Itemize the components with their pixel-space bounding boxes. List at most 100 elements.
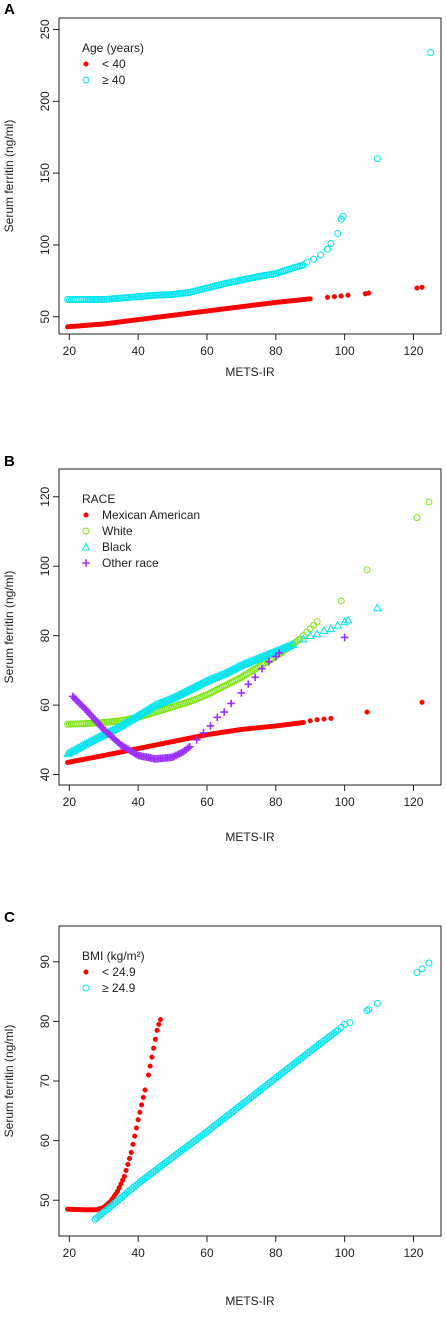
data-point [237,689,246,697]
panel-letter: C [4,909,15,926]
data-point [321,716,327,722]
legend-label: Black [102,540,132,554]
legend-marker [82,559,90,567]
y-axis-label: Serum ferritin (ng/ml) [2,120,16,233]
data-point [149,1054,155,1060]
x-tick-label: 20 [63,344,77,358]
data-point [220,708,228,716]
x-tick-label: 60 [200,1246,214,1260]
data-point [184,744,192,752]
x-tick-label: 20 [63,1246,77,1260]
series-2 [63,603,382,758]
data-point [324,294,330,300]
data-point [319,625,329,634]
data-point [327,240,335,248]
data-point [364,709,370,715]
data-point [147,1063,153,1069]
y-tick-label: 200 [38,91,52,111]
y-tick-label: 90 [38,955,52,969]
y-tick-label: 60 [38,698,52,712]
data-point [243,670,251,678]
data-point [156,1021,162,1027]
data-point [199,729,208,737]
data-point [310,255,318,263]
y-axis-label: Serum ferritin (ng/ml) [2,571,16,684]
data-point [206,722,215,730]
x-tick-label: 120 [403,795,423,809]
data-point [239,672,247,680]
data-point [345,292,351,298]
y-tick-label: 80 [38,629,52,643]
legend-label: Mexican American [102,508,200,522]
data-point [132,750,141,759]
y-tick-label: 60 [38,1134,52,1148]
data-point [373,155,381,163]
data-point [135,1117,141,1123]
y-tick-label: 100 [38,556,52,576]
legend-label: < 40 [102,57,126,71]
chart-panel-b: B 20 40 60 80 100 120 40 60 80 100 120 METS-IR Serum … [2,453,442,844]
data-point [249,666,257,674]
chart-panel-a: A 20 40 60 80 100 120 50 100 150 200 250 METS-IR Seru… [2,1,442,379]
plot-area [64,48,435,330]
data-point [126,1155,133,1162]
data-point [133,1125,139,1131]
data-point [286,640,296,649]
legend-marker [83,969,89,975]
data-point [346,1019,354,1027]
data-point [265,657,273,666]
data-point [142,1087,148,1093]
series-0 [65,1017,164,1213]
data-point [425,959,433,967]
data-point [307,718,313,724]
legend-marker [82,527,90,535]
legend-label: ≥ 24.9 [102,981,136,995]
data-point [372,603,382,612]
data-point [137,1109,143,1115]
x-tick-label: 80 [269,795,283,809]
data-point [312,629,322,638]
y-tick-label: 50 [38,310,52,324]
data-point [298,634,308,643]
data-point [192,736,201,744]
x-axis: 20 40 60 80 100 120 [63,1236,424,1260]
data-point [213,713,222,722]
data-point [145,1072,152,1078]
legend-marker [83,512,89,518]
data-point [140,1094,146,1100]
data-point [305,631,315,640]
x-axis-label: METS-IR [225,1294,275,1308]
x-tick-label: 40 [131,795,145,809]
y-tick-label: 70 [38,1074,52,1088]
data-point [125,1161,131,1168]
data-point [244,669,252,677]
y-tick-label: 80 [38,1014,52,1028]
data-point [337,597,345,605]
data-point [419,284,425,290]
legend-title: Age (years) [82,41,144,55]
data-point [303,258,311,266]
data-point [285,641,295,650]
data-point [334,229,342,237]
data-point [306,625,314,633]
data-point [328,715,334,721]
y-axis: 50 100 150 200 250 [38,19,59,323]
data-point [331,294,337,300]
y-tick-label: 100 [38,235,52,255]
x-tick-label: 120 [403,344,423,358]
data-point [151,1045,157,1051]
data-point [121,1173,127,1179]
x-axis: 20 40 60 80 100 120 [63,334,424,358]
y-tick-label: 40 [38,768,52,782]
data-point [332,1028,340,1036]
x-tick-label: 80 [269,1246,283,1260]
legend-title: RACE [82,492,115,506]
panel-letter: A [4,1,15,18]
x-tick-label: 40 [131,1246,145,1260]
data-point [310,621,318,629]
legend: BMI (kg/m²) < 24.9 ≥ 24.9 [82,949,145,995]
x-tick-label: 100 [335,344,355,358]
legend-marker [83,61,89,67]
x-tick-label: 40 [131,344,145,358]
data-point [227,699,235,708]
